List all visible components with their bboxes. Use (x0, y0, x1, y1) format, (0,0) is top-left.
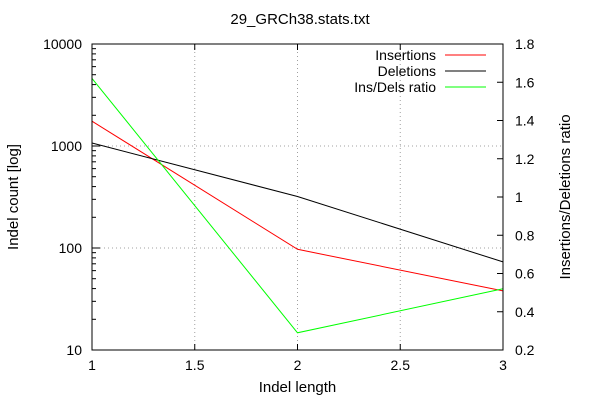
legend-label-deletions: Deletions (378, 63, 436, 79)
y-axis-title: Indel count [log] (5, 144, 22, 250)
x-tick-label: 3 (499, 357, 507, 373)
y-tick-label: 1000 (51, 138, 82, 154)
y2-tick-label: 0.6 (515, 266, 535, 282)
y-tick-label: 100 (59, 240, 83, 256)
series-lines (91, 78, 504, 334)
x-tick-label: 2 (294, 357, 302, 373)
y2-tick-label: 0.4 (515, 304, 535, 320)
y2-tick-label: 1.6 (515, 74, 535, 90)
y2-tick-label: 1 (515, 189, 523, 205)
series-line-deletions (91, 142, 504, 263)
x-tick-label: 1 (88, 357, 96, 373)
y2-axis-title: Insertions/Deletions ratio (557, 114, 574, 279)
y2-tick-label: 1.4 (515, 113, 535, 129)
y2-tick-label: 1.2 (515, 151, 535, 167)
axis-ticks: 1 1.5 2 2.5 3 10 100 1000 10000 0.2 0.4 0.6 0.8 1 1.2 1… (43, 36, 535, 373)
legend-label-insertions: Insertions (375, 47, 436, 63)
series-line-insertions (91, 120, 504, 292)
legend-label-ins-dels-ratio: Ins/Dels ratio (354, 79, 436, 95)
y2-tick-label: 0.2 (515, 342, 535, 358)
y2-tick-label: 1.8 (515, 36, 535, 52)
x-axis-title: Indel length (259, 379, 337, 396)
x-tick-label: 1.5 (185, 357, 205, 373)
x-tick-label: 2.5 (391, 357, 411, 373)
y2-tick-label: 0.8 (515, 227, 535, 243)
y-tick-label: 10 (66, 342, 82, 358)
y-tick-label: 10000 (43, 36, 82, 52)
chart-title: 29_GRCh38.stats.txt (230, 11, 370, 28)
series-line-ins-dels-ratio (91, 78, 504, 334)
